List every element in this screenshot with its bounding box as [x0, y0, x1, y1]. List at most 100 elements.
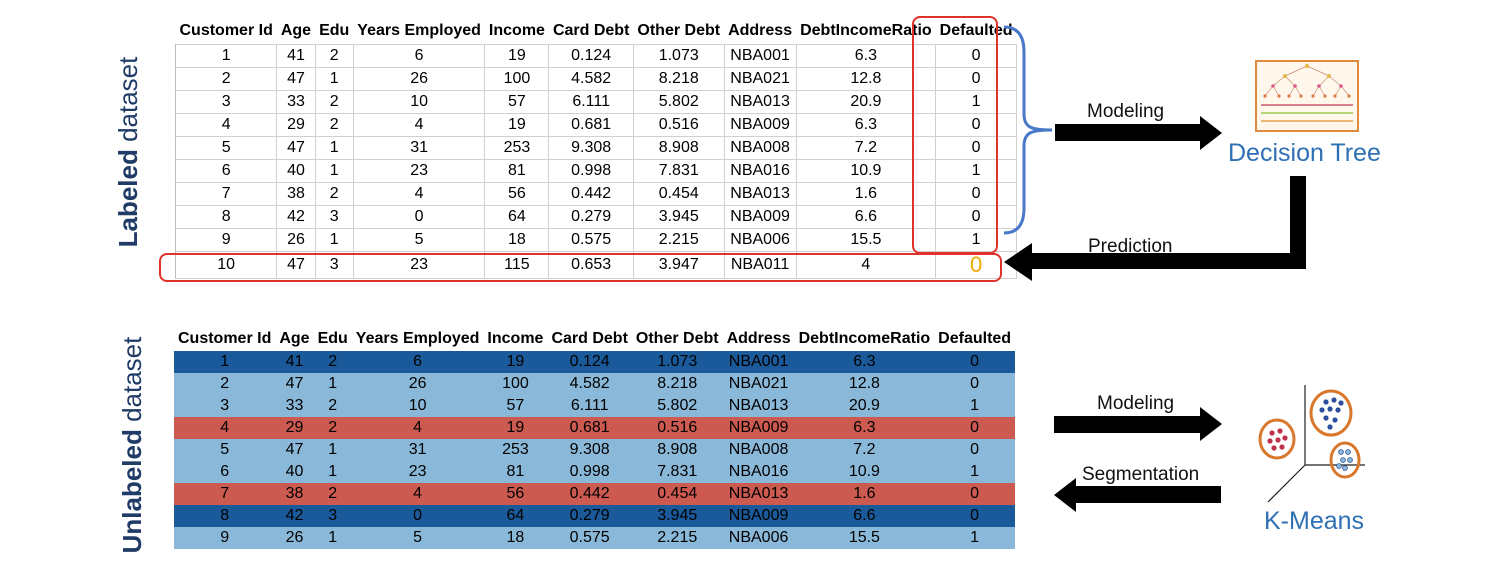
prediction-row-highlight	[159, 253, 1002, 282]
table-cell: NBA011	[723, 251, 797, 279]
table-cell: 57	[483, 395, 548, 417]
table-cell: 19	[484, 113, 550, 137]
table-cell: NBA013	[722, 395, 795, 417]
table-cell: 0.124	[547, 351, 632, 373]
segmentation-arrow-head	[1054, 478, 1076, 512]
table-cell: 6.3	[794, 417, 935, 439]
table-cell: 20.9	[794, 395, 935, 417]
table-cell: 0	[934, 483, 1016, 505]
table-row: 3 33 2 10 57 6.111 5.802 NBA013 20.9 1	[174, 395, 1016, 417]
table-cell: 41	[276, 44, 316, 68]
table-cell: 6	[352, 44, 486, 68]
table-cell: 8.218	[632, 67, 725, 91]
column-header: Customer Id	[179, 21, 273, 39]
table-cell: 26	[275, 527, 314, 549]
table-cell: 12.8	[794, 373, 935, 395]
table-cell: 8.218	[631, 373, 723, 395]
table-cell: NBA013	[722, 483, 795, 505]
table-cell: 1	[174, 44, 278, 68]
table-cell: 8	[174, 205, 278, 229]
table-cell: 0.998	[547, 461, 632, 483]
table-cell: 5	[174, 439, 276, 461]
table-header-row: Customer Id Age Edu Years Employed Income Car…	[176, 17, 1017, 45]
table-cell: 4	[352, 182, 486, 206]
table-cell: 81	[484, 159, 550, 183]
table-cell: 15.5	[794, 527, 935, 549]
table-cell: 0	[935, 113, 1018, 137]
table-cell: 0	[934, 417, 1016, 439]
table-cell: 47	[276, 136, 316, 160]
table-cell: 9.308	[547, 439, 632, 461]
table-cell: 1	[313, 461, 352, 483]
table-cell: 64	[483, 505, 548, 527]
table-cell: 40	[275, 461, 314, 483]
segmentation-arrow-shaft	[1074, 486, 1221, 503]
table-cell: 0.442	[548, 182, 634, 206]
table-cell: 5.802	[631, 395, 723, 417]
table-cell: 5	[352, 228, 486, 252]
table-cell: 0.575	[548, 228, 634, 252]
table-cell: 0	[934, 351, 1016, 373]
table-cell: 26	[352, 67, 486, 91]
column-header: Other Debt	[635, 329, 719, 347]
modeling-top-arrow-head	[1200, 116, 1222, 150]
table-cell: 7.831	[632, 159, 725, 183]
modeling-bottom-arrow-head	[1200, 407, 1222, 441]
table-cell: 4	[174, 417, 276, 439]
table-cell: NBA009	[722, 417, 795, 439]
table-cell: 1	[313, 527, 352, 549]
table-cell: 0.516	[632, 113, 725, 137]
table-row: 2 47 1 26 100 4.582 8.218 NBA021 12.8 0	[174, 67, 1018, 91]
table-cell: 1	[935, 159, 1018, 183]
table-cell: 1	[934, 527, 1016, 549]
table-cell: 6.3	[794, 351, 935, 373]
table-cell: 1	[314, 228, 354, 252]
table-cell: 0.124	[548, 44, 634, 68]
table-cell: 2.215	[631, 527, 723, 549]
table-cell: 9.308	[548, 136, 634, 160]
table-cell: 253	[484, 136, 550, 160]
column-header: Income	[487, 329, 544, 347]
modeling-bottom-arrow-shaft	[1054, 416, 1202, 433]
table-cell: NBA013	[723, 182, 797, 206]
table-cell: 4	[351, 417, 484, 439]
modeling-top-arrow-shaft	[1055, 124, 1202, 141]
table-cell: 1	[313, 373, 352, 395]
table-cell: NBA009	[722, 505, 795, 527]
table-cell: 29	[276, 113, 316, 137]
table-cell: 4	[174, 113, 278, 137]
table-cell: 6	[351, 351, 484, 373]
table-cell: 3	[174, 395, 276, 417]
table-cell: 56	[484, 182, 550, 206]
table-cell: 2	[314, 90, 354, 114]
table-cell: 6.6	[794, 505, 935, 527]
table-row: 5 47 1 31 253 9.308 8.908 NBA008 7.2 0	[174, 136, 1018, 160]
table-cell: 1	[934, 461, 1016, 483]
prediction-label: Prediction	[1088, 236, 1173, 257]
table-row: 1 41 2 6 19 0.124 1.073 NBA001 6.3 0	[174, 44, 1018, 68]
column-header: DebtIncomeRatio	[800, 21, 932, 39]
table-cell: 1.6	[794, 483, 935, 505]
table-row: 4 29 2 4 19 0.681 0.516 NBA009 6.3 0	[174, 113, 1018, 137]
table-cell: 10	[174, 251, 278, 279]
table-cell: NBA009	[723, 113, 797, 137]
table-cell: 56	[483, 483, 548, 505]
table-cell: 4.582	[547, 373, 632, 395]
table-cell: 0	[934, 505, 1016, 527]
column-header: Card Debt	[551, 329, 628, 347]
table-cell: NBA016	[722, 461, 795, 483]
table-cell: 23	[351, 461, 484, 483]
table-row: 7 38 2 4 56 0.442 0.454 NBA013 1.6 0	[174, 182, 1018, 206]
table-cell: 3	[314, 205, 354, 229]
column-header: Age	[280, 21, 312, 39]
table-row: 8 42 3 0 64 0.279 3.945 NBA009 6.6 0	[174, 505, 1016, 527]
table-cell: 3.945	[632, 205, 725, 229]
table-cell: 6	[174, 461, 276, 483]
column-header: Years Employed	[355, 329, 480, 347]
kmeans-cluster-icon	[1258, 385, 1365, 503]
table-cell: 47	[275, 439, 314, 461]
table-cell: 9	[174, 228, 278, 252]
table-cell: NBA009	[723, 205, 797, 229]
table-cell: 18	[483, 527, 548, 549]
column-header: Defaulted	[939, 21, 1013, 39]
